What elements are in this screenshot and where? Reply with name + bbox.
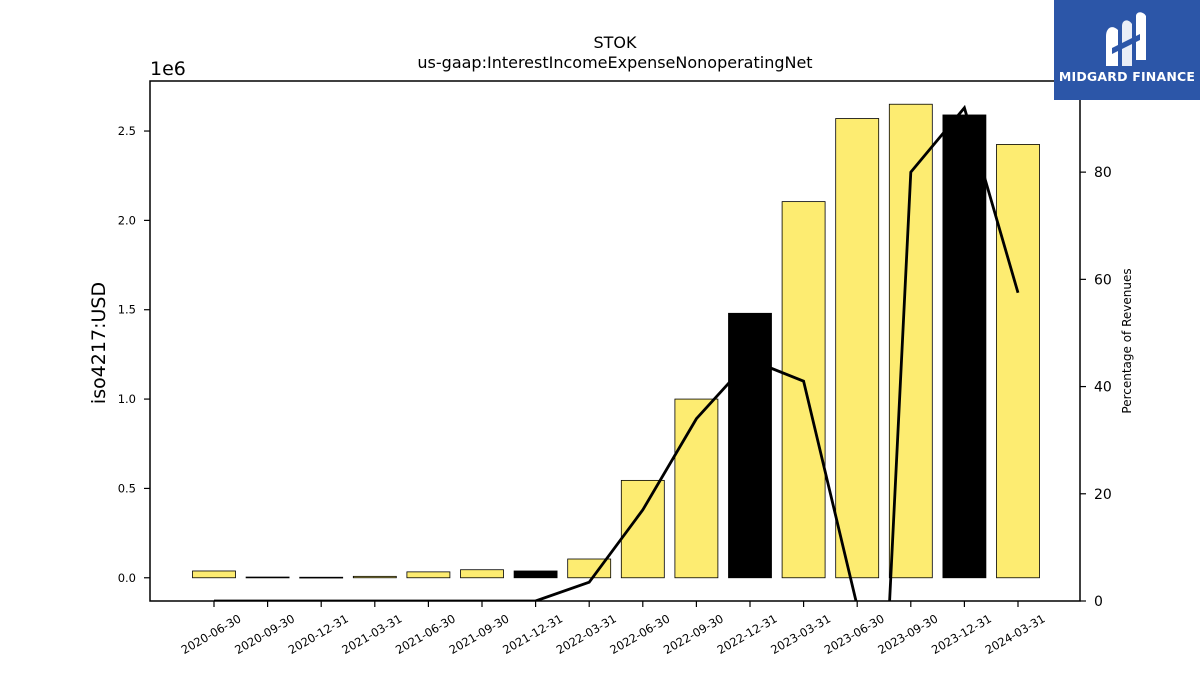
bar-2021-12-31	[513, 570, 558, 579]
y2-tick-label: 60	[1094, 272, 1112, 288]
y2-tick-label: 20	[1094, 487, 1112, 503]
y-tick-label: 2.0	[118, 213, 136, 227]
y-tick-label: 2.5	[118, 124, 136, 138]
y-axis-offset-label: 1e6	[150, 58, 186, 80]
x-tick-label: 2023-12-31	[929, 611, 994, 657]
x-tick-label: 2020-06-30	[179, 611, 244, 657]
y2-axis-label: Percentage of Revenues	[1120, 268, 1134, 413]
x-tick-label: 2021-06-30	[393, 611, 458, 657]
bars-group	[192, 103, 1040, 579]
x-tick-label: 2021-09-30	[447, 611, 512, 657]
bar-2021-09-30	[460, 569, 504, 579]
x-tick-label: 2024-03-31	[983, 611, 1048, 657]
chart-subtitle: us-gaap:InterestIncomeExpenseNonoperatin…	[417, 53, 812, 72]
bar-2023-03-31	[781, 201, 826, 579]
midgard-logo-icon	[1106, 12, 1146, 66]
line-group	[214, 104, 1020, 601]
x-tick-label: 2022-09-30	[661, 611, 726, 657]
bar-2020-09-30	[245, 576, 290, 579]
bar-2023-12-31	[942, 114, 987, 579]
x-tick-label: 2022-03-31	[554, 611, 619, 657]
percentage-line	[214, 104, 1020, 601]
bar-2021-03-31	[352, 575, 397, 579]
plot-frame	[149, 80, 1081, 602]
x-tick-label: 2023-03-31	[768, 611, 833, 657]
bar-2023-06-30	[835, 118, 880, 579]
x-tick-label: 2021-12-31	[500, 611, 565, 657]
x-tick-label: 2020-09-30	[232, 611, 297, 657]
bar-2022-12-31	[728, 312, 772, 579]
x-tick-label: 2020-12-31	[286, 611, 351, 657]
bar-2024-03-31	[996, 144, 1040, 579]
logo-text: MIDGARD FINANCE	[1058, 69, 1196, 84]
x-tick-label: 2023-06-30	[822, 611, 887, 657]
bar-2022-03-31	[567, 558, 612, 579]
y-tick-label: 0.5	[118, 481, 136, 495]
y-axis-label: iso4217:USD	[88, 282, 110, 404]
bar-2021-06-30	[406, 571, 451, 579]
y-tick-label: 1.0	[118, 392, 136, 406]
y-tick-label: 1.5	[118, 303, 136, 317]
y2-tick-label: 40	[1094, 380, 1112, 396]
chart-title: STOK	[593, 33, 637, 52]
bar-2022-09-30	[674, 398, 719, 579]
brand-logo: MIDGARD FINANCE	[1054, 0, 1200, 100]
x-tick-label: 2021-03-31	[339, 611, 404, 657]
x-tick-label: 2023-09-30	[875, 611, 940, 657]
x-tick-label: 2022-06-30	[607, 611, 672, 657]
y-tick-label: 0.0	[118, 571, 136, 585]
bar-2020-06-30	[192, 570, 236, 579]
y2-tick-label: 0	[1094, 594, 1103, 610]
bar-2020-12-31	[299, 576, 344, 579]
x-tick-label: 2022-12-31	[715, 611, 780, 657]
y2-tick-label: 80	[1094, 165, 1112, 181]
